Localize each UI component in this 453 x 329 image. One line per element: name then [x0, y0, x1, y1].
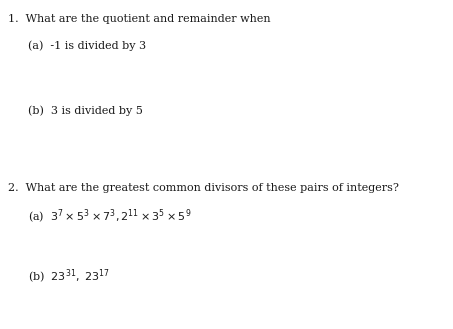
Text: (a)  -1 is divided by 3: (a) -1 is divided by 3 [28, 40, 146, 51]
Text: (a)  $3^7 \times 5^3 \times 7^3, 2^{11} \times 3^5 \times 5^9$: (a) $3^7 \times 5^3 \times 7^3, 2^{11} \… [28, 208, 192, 226]
Text: (b)  3 is divided by 5: (b) 3 is divided by 5 [28, 105, 143, 115]
Text: (b)  $23^{31},\ 23^{17}$: (b) $23^{31},\ 23^{17}$ [28, 268, 110, 286]
Text: 2.  What are the greatest common divisors of these pairs of integers?: 2. What are the greatest common divisors… [8, 183, 399, 193]
Text: 1.  What are the quotient and remainder when: 1. What are the quotient and remainder w… [8, 14, 270, 24]
